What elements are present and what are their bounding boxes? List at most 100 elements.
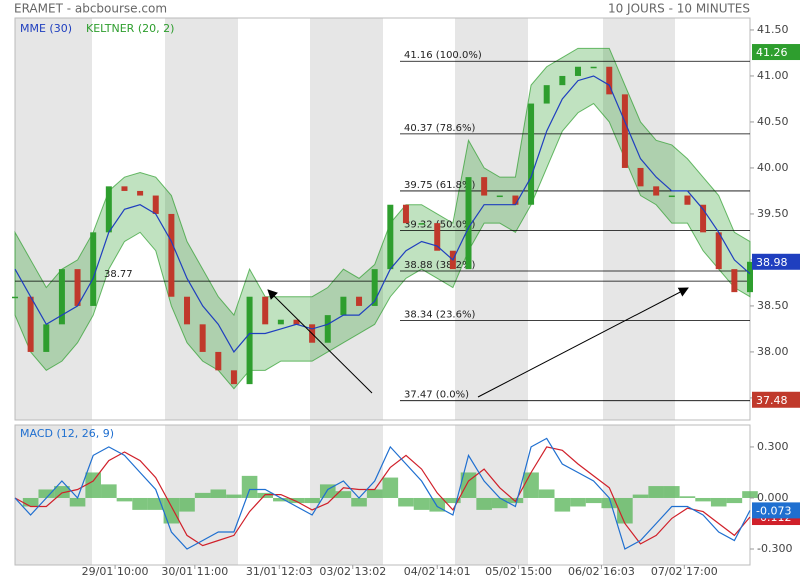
x-tick-label: 29/01 10:00 (82, 565, 149, 578)
fib-label: 41.16 (100.0%) (404, 50, 482, 61)
candle (653, 186, 660, 196)
arrow (477, 287, 689, 398)
x-tick-label: 04/02 14:01 (404, 565, 471, 578)
histogram-bar (648, 486, 664, 498)
histogram-bar (413, 497, 430, 510)
candle (481, 177, 488, 196)
candle (246, 296, 253, 385)
price-tag (752, 253, 800, 270)
price-frame (14, 17, 751, 421)
histogram-bar (69, 497, 86, 507)
histogram-bar (351, 497, 367, 507)
candle (293, 319, 300, 325)
histogram-bar (382, 477, 399, 498)
y-tick-label: 0.000 (757, 491, 789, 504)
mme-line (14, 75, 751, 353)
candle (434, 223, 441, 251)
histogram-bar (38, 489, 55, 498)
plot: 41.16 (100.0%) 40.37 (78.6%) 39.75 (61.8%)… (12, 22, 800, 578)
candle (27, 296, 34, 352)
x-tick-label: 07/02 17:00 (651, 565, 718, 578)
y-tick-label: 38.00 (757, 345, 789, 358)
candle (543, 85, 550, 104)
candle (496, 195, 503, 198)
histogram-bar (116, 497, 133, 502)
y-tick-label: 0.300 (757, 440, 789, 453)
histogram-bar (22, 497, 39, 507)
price-tag-label: -0.073 (756, 504, 791, 517)
price-tag (752, 391, 800, 408)
histogram-bar (570, 497, 586, 507)
candle (684, 195, 691, 205)
histogram-bar (101, 484, 117, 498)
histogram-bar (617, 497, 633, 524)
fib-label: 38.88 (38.2%) (404, 260, 475, 271)
histogram-bar (304, 497, 320, 504)
fib-label: 37.47 (0.0%) (404, 390, 469, 401)
candle (402, 204, 409, 224)
candle (731, 269, 738, 293)
candle (324, 315, 331, 343)
candle (199, 324, 206, 352)
histogram-bar (179, 497, 195, 512)
histogram-bar (163, 497, 180, 524)
histogram-bar (445, 497, 461, 504)
candle (74, 269, 81, 306)
histogram-bar (710, 497, 727, 507)
histogram-bar (85, 472, 101, 498)
legend-label: MME (30) (20, 22, 72, 35)
candle (371, 269, 378, 306)
candle (277, 319, 284, 325)
legend-label: MACD (12, 26, 9) (20, 427, 114, 440)
y-tick-label: -0.300 (757, 542, 792, 555)
arrow (267, 289, 373, 394)
histogram-bar (664, 486, 680, 498)
histogram-bar (132, 497, 148, 510)
histogram-bar (210, 489, 227, 498)
x-tick-label: 31/01 12:03 (246, 565, 313, 578)
level-label: 38.77 (104, 269, 133, 280)
candle (215, 351, 222, 371)
y-tick-label: 38.50 (757, 299, 789, 312)
histogram-bar (226, 494, 242, 498)
price-tag-label: 41.26 (756, 46, 788, 59)
candle (90, 232, 97, 306)
candle (43, 324, 50, 352)
candle (715, 232, 722, 270)
candle (121, 186, 128, 191)
histogram-bar (241, 475, 258, 498)
histogram-bar (601, 497, 618, 509)
histogram-bar (695, 497, 711, 502)
x-tick-label: 30/01 11:00 (161, 565, 228, 578)
histogram-bar (366, 489, 383, 498)
candle (387, 204, 394, 270)
price-tag (752, 502, 800, 519)
histogram-bar (554, 497, 571, 512)
fib-label: 39.75 (61.8%) (404, 180, 475, 191)
histogram-bar (460, 472, 477, 498)
legend-label: KELTNER (20, 2) (86, 22, 174, 35)
histogram-bar (194, 492, 211, 498)
candle (747, 261, 753, 293)
candle (168, 213, 175, 297)
candle (700, 204, 707, 233)
price-tag-label: 37.48 (756, 394, 788, 407)
candle (262, 296, 269, 325)
price-tag (752, 44, 800, 61)
x-tick-label: 05/02 15:00 (485, 565, 552, 578)
candle (606, 66, 613, 95)
candle (559, 75, 566, 86)
candle (621, 94, 628, 168)
histogram-bar (742, 491, 758, 498)
y-tick-label: 41.50 (757, 23, 789, 36)
candle (528, 103, 535, 205)
histogram-bar (476, 497, 492, 510)
candle (590, 66, 597, 69)
price-tag-label: 38.98 (756, 256, 788, 269)
histogram-bar (585, 497, 602, 504)
y-tick-label: 40.50 (757, 115, 789, 128)
candle (137, 190, 144, 196)
candle (105, 186, 112, 233)
